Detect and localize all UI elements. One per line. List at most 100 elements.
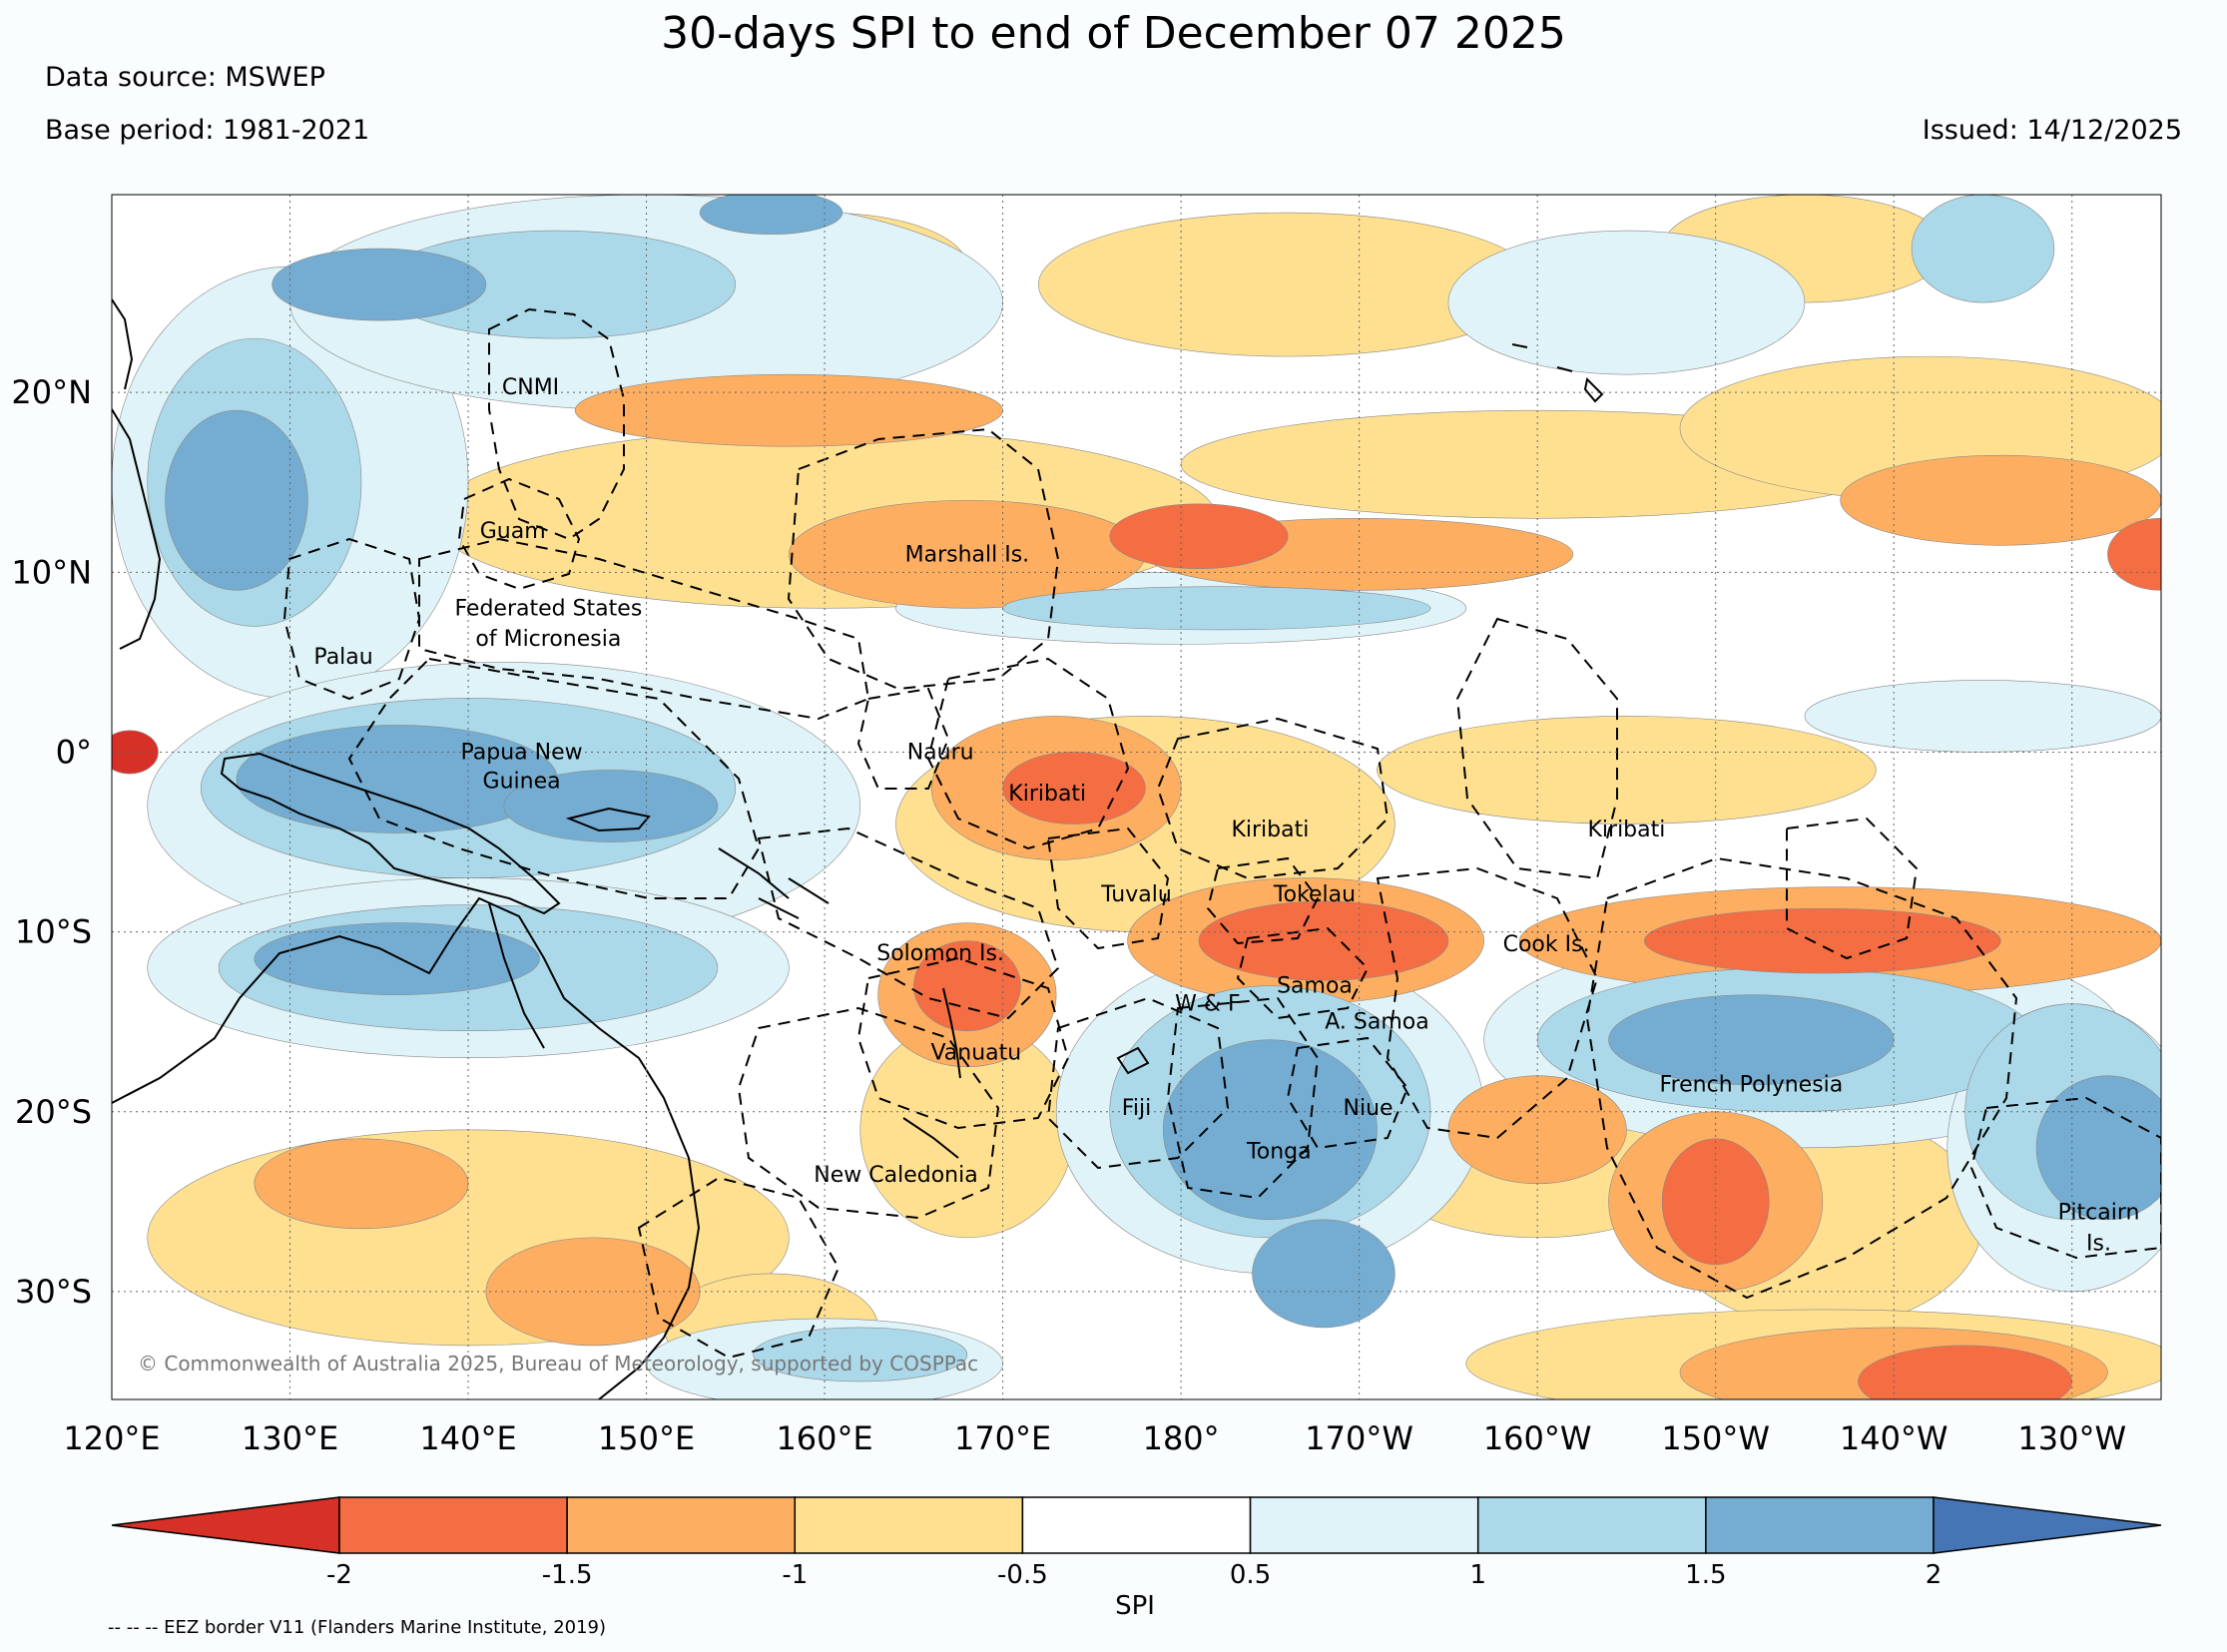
issued-date-text: Issued: 14/12/2025: [1922, 115, 2182, 146]
eez-australia-coral: [637, 1176, 840, 1360]
graticule: [111, 195, 2161, 1399]
vanuatu-coastline: [942, 987, 961, 1079]
colorbar-segment: [1249, 1496, 1479, 1554]
colorbar-segments: [111, 1496, 2162, 1554]
latitude-tick-labels: 20°N 10°N 0° 10°S 20°S 30°S: [11, 373, 92, 1311]
colorbar-tick-label: -0.5: [997, 1560, 1048, 1590]
spi-field: [112, 195, 2161, 1399]
eez-tokelau: [1206, 856, 1320, 945]
longitude-tick-label: 120°E: [63, 1419, 160, 1457]
place-label: Palau: [313, 645, 372, 670]
eez-guam: [457, 477, 581, 591]
place-label: Tonga: [1246, 1139, 1312, 1164]
longitude-tick-label: 160°E: [776, 1419, 872, 1457]
place-label: Kiribati: [1587, 818, 1665, 842]
spi-minus-1.5-to-minus-1-region: [574, 373, 1003, 447]
map-panel: CNMI Guam Marshall Is. Federated States of M…: [111, 194, 2162, 1400]
place-label: Tuvalu: [1100, 882, 1172, 907]
eez-kiribati-phoenix: [1156, 717, 1390, 880]
latitude-tick-label: 20°S: [15, 1093, 92, 1131]
colorbar-low-extension: [111, 1496, 340, 1554]
eez-fiji: [1046, 996, 1230, 1170]
data-source-text: Data source: MSWEP: [45, 62, 325, 93]
spi-1.5-to-2-region: [699, 195, 843, 235]
cape-york-coastline: [488, 902, 545, 1049]
longitude-tick-labels: 120°E 130°E 140°E 150°E 160°E 170°E 180° 170°W 1…: [63, 1419, 2126, 1457]
hawaii-coastline: [1511, 343, 1604, 403]
new-caledonia-coastline: [902, 1117, 959, 1159]
longitude-tick-label: 140°W: [1840, 1419, 1949, 1457]
colorbar-segment: [1021, 1496, 1252, 1554]
eez-cook: [1376, 866, 1599, 1140]
place-label: Federated States: [454, 596, 642, 621]
eez-nauru: [856, 687, 950, 790]
place-label: Is.: [2086, 1231, 2111, 1256]
place-label: Cook Is.: [1503, 932, 1590, 957]
longitude-tick-label: 130°W: [2017, 1419, 2126, 1457]
place-label: Guinea: [483, 769, 561, 794]
colorbar-tick-labels: -2 -1.5 -1 -0.5 0.5 1 1.5 2: [326, 1560, 1942, 1590]
eez-kiribati-gilbert: [926, 657, 1130, 850]
longitude-tick-label: 140°E: [419, 1419, 516, 1457]
place-label: New Caledonia: [814, 1163, 977, 1188]
spi-minus-2-to-minus-1.5-region: [1109, 503, 1289, 570]
place-label: Niue: [1344, 1096, 1393, 1121]
colorbar-segment: [1476, 1496, 1707, 1554]
spi-below-minus-2-region: [112, 730, 159, 775]
spi-0.5-to-1-region: [1804, 680, 2161, 753]
longitude-tick-label: 150°E: [598, 1419, 695, 1457]
colorbar-tick-label: 1.5: [1685, 1560, 1726, 1590]
spi-1-to-1.5-region: [753, 1327, 968, 1382]
chart-title: 30-days SPI to end of December 07 2025: [661, 8, 1566, 59]
place-label: Solomon Is.: [876, 941, 1004, 966]
colorbar-tick-label: 0.5: [1230, 1560, 1271, 1590]
eez-palau: [282, 537, 421, 701]
longitude-tick-label: 170°W: [1305, 1419, 1413, 1457]
spi-minus-1-to-minus-0.5-region: [1377, 716, 1877, 825]
latitude-tick-label: 10°S: [15, 913, 92, 951]
colorbar-title: SPI: [1115, 1591, 1155, 1621]
place-label: Pitcairn: [2058, 1201, 2140, 1226]
spi-1.5-to-2-region: [503, 770, 719, 842]
place-label: Papua New: [461, 740, 583, 765]
place-label: Vanuatu: [930, 1040, 1021, 1065]
longitude-tick-label: 170°E: [954, 1419, 1051, 1457]
latitude-tick-label: 0°: [56, 733, 92, 771]
eez-french-polynesia: [1585, 856, 2018, 1300]
colorbar-tick-label: 2: [1926, 1560, 1943, 1590]
colorbar-segment: [566, 1496, 797, 1554]
eez-fsm: [418, 537, 870, 721]
longitude-tick-label: 180°: [1143, 1419, 1220, 1457]
place-label: Samoa: [1277, 974, 1353, 999]
colorbar-tick-label: 1: [1469, 1560, 1486, 1590]
place-label: W & F: [1175, 992, 1241, 1017]
colorbar-tick-label: -1.5: [542, 1560, 593, 1590]
latitude-tick-label: 10°N: [11, 553, 92, 591]
eez-tonga: [1166, 996, 1320, 1200]
eez-kiribati-line: [1455, 617, 1618, 880]
spi-1.5-to-2-region: [1162, 1039, 1378, 1221]
place-label: Kiribati: [1008, 782, 1086, 807]
fiji-coastline: [1116, 1046, 1150, 1075]
eez-new-caledonia: [737, 1006, 1000, 1220]
base-period-text: Base period: 1981-2021: [45, 115, 370, 146]
spi-minus-2-to-minus-1.5-region: [913, 940, 1021, 1031]
eez-tuvalu: [1046, 826, 1170, 950]
new-britain-coastline: [565, 807, 651, 832]
eez-solomon: [757, 826, 1060, 1020]
eez-png: [347, 657, 761, 899]
place-label: Nauru: [907, 740, 974, 765]
map-border: [111, 194, 2162, 1400]
eez-vanuatu: [856, 956, 1070, 1130]
place-label: French Polynesia: [1660, 1073, 1844, 1098]
spi-1.5-to-2-region: [272, 248, 487, 321]
colorbar-segment: [338, 1496, 568, 1554]
eez-niue: [1286, 1036, 1409, 1150]
spi-minus-2-to-minus-1.5-region: [1858, 1345, 2073, 1399]
solomon-islands-coastline: [718, 847, 830, 919]
longitude-tick-label: 160°W: [1483, 1419, 1592, 1457]
philippines-coastline: [112, 298, 162, 650]
eez-borders: [282, 307, 2161, 1360]
latitude-tick-label: 20°N: [11, 373, 92, 411]
eez-austral: [1786, 817, 1919, 960]
